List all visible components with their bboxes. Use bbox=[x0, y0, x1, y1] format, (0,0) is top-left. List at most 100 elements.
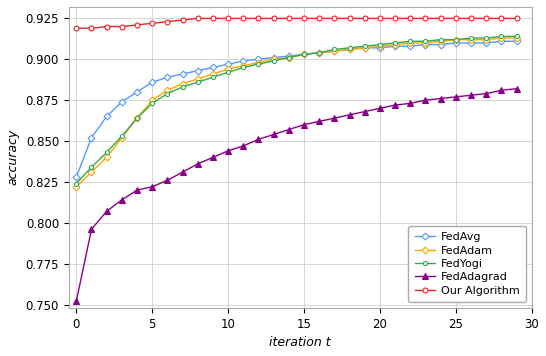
Our Algorithm bbox=[301, 16, 307, 21]
FedAdam bbox=[270, 57, 277, 61]
FedYogi bbox=[498, 34, 505, 38]
FedAdam bbox=[346, 47, 353, 52]
FedAvg bbox=[301, 52, 307, 57]
Our Algorithm bbox=[270, 16, 277, 21]
Our Algorithm bbox=[240, 16, 247, 21]
FedAdam bbox=[422, 41, 429, 45]
FedAdagrad bbox=[513, 87, 520, 91]
FedYogi bbox=[179, 85, 186, 89]
FedAdagrad bbox=[301, 122, 307, 127]
FedYogi bbox=[437, 37, 444, 42]
Our Algorithm bbox=[88, 26, 95, 30]
Our Algorithm bbox=[286, 16, 292, 21]
Line: FedYogi: FedYogi bbox=[74, 34, 519, 185]
FedAvg bbox=[331, 49, 337, 53]
FedAdam bbox=[255, 61, 262, 65]
FedYogi bbox=[286, 56, 292, 60]
FedYogi bbox=[210, 75, 216, 79]
FedAvg bbox=[407, 44, 413, 48]
FedAdam bbox=[331, 49, 337, 53]
FedAdam bbox=[437, 39, 444, 43]
FedAdagrad bbox=[377, 106, 383, 110]
FedAdam bbox=[286, 56, 292, 60]
FedAvg bbox=[346, 47, 353, 52]
FedYogi bbox=[422, 39, 429, 43]
FedAdagrad bbox=[88, 227, 95, 231]
Our Algorithm bbox=[483, 16, 489, 21]
FedYogi bbox=[103, 150, 110, 155]
FedYogi bbox=[468, 36, 474, 40]
FedAvg bbox=[437, 42, 444, 47]
FedAdagrad bbox=[483, 91, 489, 96]
Our Algorithm bbox=[468, 16, 474, 21]
FedAdam bbox=[194, 77, 201, 81]
FedAvg bbox=[194, 69, 201, 73]
FedAdam bbox=[73, 185, 80, 189]
FedAdagrad bbox=[255, 137, 262, 142]
Our Algorithm bbox=[103, 25, 110, 29]
Line: FedAdagrad: FedAdagrad bbox=[74, 86, 519, 304]
FedAdam bbox=[377, 44, 383, 48]
FedAvg bbox=[483, 41, 489, 45]
FedYogi bbox=[255, 62, 262, 66]
Our Algorithm bbox=[346, 16, 353, 21]
FedAdam bbox=[316, 51, 323, 55]
FedYogi bbox=[377, 42, 383, 47]
FedYogi bbox=[73, 182, 80, 186]
FedYogi bbox=[164, 91, 171, 96]
FedYogi bbox=[392, 41, 399, 45]
FedAvg bbox=[103, 114, 110, 119]
FedAdagrad bbox=[422, 98, 429, 102]
FedYogi bbox=[453, 37, 459, 42]
Our Algorithm bbox=[331, 16, 337, 21]
FedAvg bbox=[240, 59, 247, 63]
FedAvg bbox=[149, 80, 156, 84]
FedAdam bbox=[210, 72, 216, 76]
FedYogi bbox=[483, 36, 489, 40]
FedAvg bbox=[164, 75, 171, 79]
FedAdagrad bbox=[194, 162, 201, 166]
FedAdam bbox=[453, 37, 459, 42]
FedYogi bbox=[346, 46, 353, 50]
FedAvg bbox=[316, 51, 323, 55]
FedYogi bbox=[225, 70, 232, 74]
Y-axis label: accuracy: accuracy bbox=[7, 129, 20, 185]
FedYogi bbox=[118, 134, 125, 138]
FedAvg bbox=[88, 136, 95, 140]
FedAdam bbox=[513, 36, 520, 40]
FedAvg bbox=[73, 175, 80, 179]
FedAvg bbox=[361, 46, 368, 50]
FedAdam bbox=[134, 116, 140, 120]
FedYogi bbox=[149, 101, 156, 105]
FedAdam bbox=[483, 37, 489, 42]
Our Algorithm bbox=[422, 16, 429, 21]
X-axis label: iteration t: iteration t bbox=[269, 336, 331, 349]
FedAdagrad bbox=[392, 103, 399, 107]
FedAvg bbox=[468, 41, 474, 45]
FedAvg bbox=[255, 57, 262, 61]
Our Algorithm bbox=[513, 16, 520, 21]
FedYogi bbox=[407, 39, 413, 43]
Our Algorithm bbox=[210, 16, 216, 21]
Our Algorithm bbox=[255, 16, 262, 21]
FedAdam bbox=[407, 41, 413, 45]
FedAdam bbox=[164, 88, 171, 93]
FedAdam bbox=[468, 37, 474, 42]
FedAdam bbox=[118, 136, 125, 140]
Our Algorithm bbox=[179, 18, 186, 22]
FedAdam bbox=[392, 42, 399, 47]
FedAvg bbox=[118, 100, 125, 104]
FedAvg bbox=[377, 46, 383, 50]
Our Algorithm bbox=[118, 25, 125, 29]
FedAdagrad bbox=[453, 95, 459, 99]
Our Algorithm bbox=[498, 16, 505, 21]
FedAdagrad bbox=[73, 299, 80, 303]
FedAdagrad bbox=[103, 209, 110, 214]
FedAdam bbox=[498, 36, 505, 40]
Our Algorithm bbox=[194, 16, 201, 21]
FedAdam bbox=[103, 155, 110, 159]
FedAvg bbox=[210, 65, 216, 69]
FedYogi bbox=[240, 65, 247, 69]
Our Algorithm bbox=[453, 16, 459, 21]
FedAdagrad bbox=[270, 132, 277, 137]
